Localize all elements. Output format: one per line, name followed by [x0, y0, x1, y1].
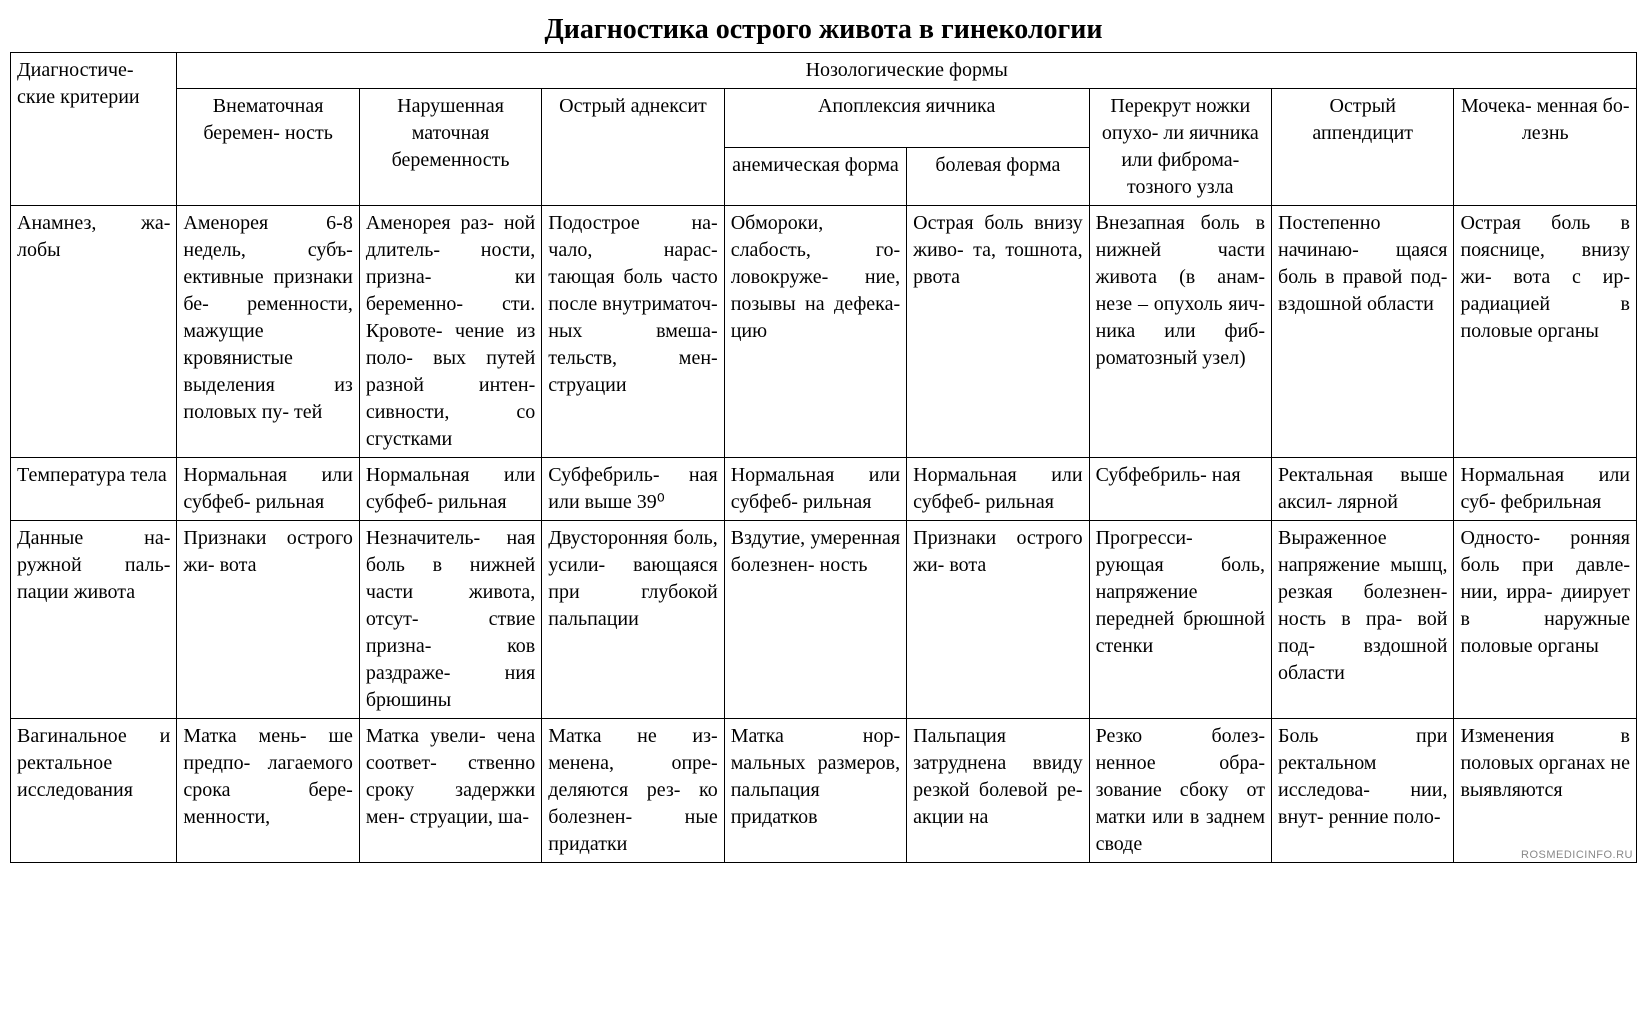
- diagnosis-table: Диагностиче- ские критерии Нозологически…: [10, 52, 1637, 863]
- row-label: Анамнез, жа- лобы: [11, 206, 177, 458]
- header-col-7: Острый аппендицит: [1272, 89, 1454, 206]
- cell: Нормальная или субфеб- рильная: [359, 458, 541, 521]
- cell: Матка увели- чена соответ- ственно сроку…: [359, 719, 541, 863]
- cell: Незначитель- ная боль в нижней части жив…: [359, 521, 541, 719]
- row-label: Температура тела: [11, 458, 177, 521]
- cell: Вздутие, умеренная болезнен- ность: [724, 521, 906, 719]
- cell: Нормальная или субфеб- рильная: [177, 458, 359, 521]
- header-col-8: Мочека- менная бо- лезнь: [1454, 89, 1637, 206]
- table-row: Вагинальное и ректальное исследования Ма…: [11, 719, 1637, 863]
- row-label: Вагинальное и ректальное исследования: [11, 719, 177, 863]
- cell: Матка мень- ше предпо- лагаемого срока б…: [177, 719, 359, 863]
- watermark: ROSMEDICINFO.RU: [1521, 849, 1633, 861]
- header-col-4: анемическая форма: [724, 147, 906, 206]
- cell: Выраженное напряжение мышц, резкая болез…: [1272, 521, 1454, 719]
- cell: Нормальная или суб- фебрильная: [1454, 458, 1637, 521]
- header-row-1: Диагностиче- ские критерии Нозологически…: [11, 53, 1637, 89]
- table-body: Анамнез, жа- лобы Аменорея 6-8 недель, с…: [11, 206, 1637, 863]
- cell: Матка нор- мальных размеров, пальпация п…: [724, 719, 906, 863]
- page-title: Диагностика острого живота в гинекологии: [10, 14, 1637, 46]
- cell: Резко болез- ненное обра- зование сбоку …: [1089, 719, 1271, 863]
- header-row-2: Внематочная беремен- ность Нарушенная ма…: [11, 89, 1637, 148]
- cell: Нормальная или субфеб- рильная: [724, 458, 906, 521]
- cell: Нормальная или субфеб- рильная: [907, 458, 1089, 521]
- table-row: Температура тела Нормальная или субфеб- …: [11, 458, 1637, 521]
- cell: Субфебриль- ная или выше 39⁰: [542, 458, 724, 521]
- cell: Подострое на- чало, нарас- тающая боль ч…: [542, 206, 724, 458]
- table-row: Данные на- ружной паль- пации живота При…: [11, 521, 1637, 719]
- cell: Пальпация затруднена ввиду резкой болево…: [907, 719, 1089, 863]
- header-noso-group: Нозологические формы: [177, 53, 1637, 89]
- cell: Двусторонняя боль, усили- вающаяся при г…: [542, 521, 724, 719]
- cell: Матка не из- менена, опре- деляются рез-…: [542, 719, 724, 863]
- cell: Прогресси- рующая боль, напряжение перед…: [1089, 521, 1271, 719]
- cell: Признаки острого жи- вота: [907, 521, 1089, 719]
- header-col-2: Нарушенная маточная беременность: [359, 89, 541, 206]
- cell: Изменения в половых органах не выявляютс…: [1454, 719, 1637, 863]
- cell: Боль при ректальном исследова- нии, внут…: [1272, 719, 1454, 863]
- header-apoplexy-group: Апоплексия яичника: [724, 89, 1089, 148]
- cell: Односто- ронняя боль при давле- нии, ирр…: [1454, 521, 1637, 719]
- cell: Острая боль в пояснице, внизу жи- вота с…: [1454, 206, 1637, 458]
- cell: Аменорея раз- ной длитель- ности, призна…: [359, 206, 541, 458]
- cell: Аменорея 6-8 недель, субъ- ективные приз…: [177, 206, 359, 458]
- header-criteria: Диагностиче- ские критерии: [11, 53, 177, 206]
- page: Диагностика острого живота в гинекологии…: [10, 14, 1637, 863]
- cell: Обмороки, слабость, го- ловокруже- ние, …: [724, 206, 906, 458]
- header-col-6: Перекрут ножки опухо- ли яичника или фиб…: [1089, 89, 1271, 206]
- cell: Постепенно начинаю- щаяся боль в правой …: [1272, 206, 1454, 458]
- table-row: Анамнез, жа- лобы Аменорея 6-8 недель, с…: [11, 206, 1637, 458]
- cell: Острая боль внизу живо- та, тошнота, рво…: [907, 206, 1089, 458]
- header-col-1: Внематочная беремен- ность: [177, 89, 359, 206]
- cell: Внезапная боль в нижней части живота (в …: [1089, 206, 1271, 458]
- cell: Ректальная выше аксил- лярной: [1272, 458, 1454, 521]
- header-col-3: Острый аднексит: [542, 89, 724, 206]
- header-col-5: болевая форма: [907, 147, 1089, 206]
- row-label: Данные на- ружной паль- пации живота: [11, 521, 177, 719]
- cell: Субфебриль- ная: [1089, 458, 1271, 521]
- cell: Признаки острого жи- вота: [177, 521, 359, 719]
